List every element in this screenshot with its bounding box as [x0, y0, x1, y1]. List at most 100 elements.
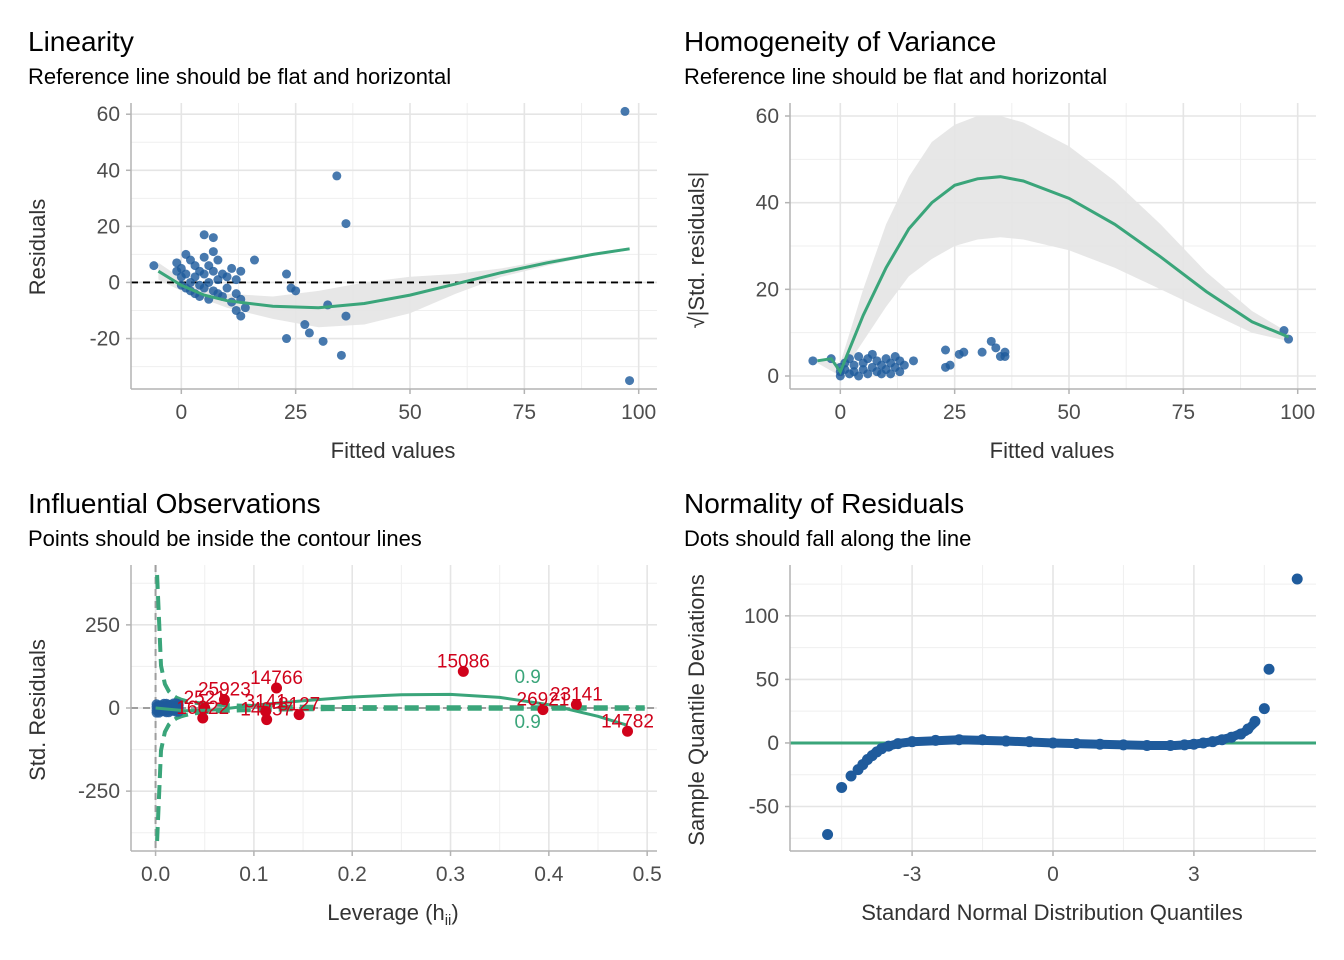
linearity-point — [625, 376, 635, 386]
normality-point — [883, 740, 895, 752]
influential-title: Influential Observations — [28, 488, 321, 519]
linearity-x-tick-label: 75 — [513, 401, 536, 424]
homogeneity-x-tick-label: 50 — [1057, 401, 1080, 424]
linearity-point — [249, 255, 259, 265]
influential-x-tick-label: 0.3 — [436, 863, 465, 886]
linearity-point — [231, 275, 241, 285]
influential-point — [173, 700, 184, 711]
normality-point — [892, 738, 904, 750]
normality-point — [1024, 736, 1036, 748]
linearity-point — [208, 247, 218, 257]
homogeneity-point — [986, 336, 996, 346]
homogeneity-point — [895, 367, 905, 377]
influential-outlier-label: 23141 — [550, 685, 603, 706]
normality-point — [1047, 737, 1059, 749]
homogeneity-y-tick-label: 0 — [767, 365, 779, 388]
normality-point — [1225, 731, 1237, 743]
influential-outlier-point — [218, 694, 230, 706]
homogeneity-point — [977, 347, 987, 357]
homogeneity-smooth-line — [817, 175, 1290, 375]
influential-x-tick-label: 0.5 — [633, 863, 662, 886]
homogeneity-y-tick-label: 40 — [756, 192, 779, 215]
influential-x-tick-label: 0.4 — [534, 863, 564, 886]
linearity-point — [341, 219, 351, 229]
linearity-point — [199, 252, 209, 262]
linearity-point — [620, 106, 630, 116]
homogeneity-x-tick-label: 75 — [1172, 401, 1195, 424]
influential-contour-label: 0.9 — [514, 712, 540, 733]
homogeneity-y-tick-label: 60 — [756, 105, 779, 128]
linearity-point — [204, 277, 214, 287]
linearity-smooth-line — [157, 247, 630, 310]
linearity-subtitle: Reference line should be flat and horizo… — [28, 64, 451, 89]
influential-outlier-label: 25923 — [198, 680, 251, 701]
linearity-point — [208, 266, 218, 276]
linearity-panel: Linearity Reference line should be flat … — [25, 26, 657, 463]
influential-outlier-point — [622, 725, 634, 737]
homogeneity-point — [941, 345, 951, 355]
influential-x-tick-label: 0.2 — [338, 863, 367, 886]
normality-point — [1164, 739, 1176, 751]
homogeneity-point — [867, 349, 877, 359]
normality-xlabel: Standard Normal Distribution Quantiles — [861, 900, 1243, 925]
normality-y-tick-label: 100 — [744, 605, 779, 628]
normality-point — [1263, 663, 1275, 675]
homogeneity-point — [849, 360, 859, 370]
influential-outlier-label: 26921 — [517, 690, 570, 711]
influential-outlier-point — [570, 699, 582, 711]
normality-point — [1141, 739, 1153, 751]
normality-point — [1000, 735, 1012, 747]
normality-y-tick-label: 0 — [767, 732, 779, 755]
normality-point — [1179, 739, 1190, 751]
normality-x-tick-label: 3 — [1188, 863, 1200, 886]
influential-outlier-point — [537, 704, 549, 716]
homogeneity-point — [991, 343, 1001, 353]
linearity-point — [208, 233, 218, 243]
homogeneity-point — [886, 369, 896, 379]
normality-point — [845, 770, 857, 782]
normality-point — [1216, 734, 1228, 746]
homogeneity-title: Homogeneity of Variance — [684, 26, 996, 57]
normality-x-tick-label: 0 — [1047, 863, 1059, 886]
linearity-y-tick-label: 40 — [97, 159, 120, 182]
influential-outlier-point — [260, 705, 272, 717]
linearity-point — [341, 311, 351, 321]
linearity-y-tick-label: 20 — [97, 215, 120, 238]
normality-x-tick-label: -3 — [903, 863, 922, 886]
homogeneity-subtitle: Reference line should be flat and horizo… — [684, 64, 1107, 89]
influential-subtitle: Points should be inside the contour line… — [28, 526, 422, 551]
influential-outlier-label: 14782 — [601, 711, 654, 732]
influential-outlier-label: 3141 — [245, 691, 287, 712]
influential-outlier-point — [197, 712, 209, 724]
linearity-point — [199, 269, 209, 279]
influential-outlier-label: 14857 — [240, 700, 293, 721]
linearity-point — [336, 350, 346, 360]
influential-smooth-line — [155, 692, 628, 727]
homogeneity-y-tick-label: 20 — [756, 278, 779, 301]
influential-outlier-label: 8127 — [278, 695, 320, 716]
linearity-point — [282, 269, 292, 279]
normality-point — [1207, 736, 1219, 748]
linearity-point — [282, 334, 292, 344]
influential-outlier-point — [457, 665, 469, 677]
linearity-point — [213, 255, 223, 265]
normality-point — [1242, 723, 1254, 735]
linearity-x-tick-label: 0 — [175, 401, 187, 424]
influential-outlier-label: 14766 — [250, 668, 303, 689]
homogeneity-x-tick-label: 25 — [943, 401, 966, 424]
homogeneity-point — [835, 371, 845, 381]
linearity-point — [332, 171, 342, 181]
linearity-title: Linearity — [28, 26, 134, 57]
linearity-y-tick-label: 0 — [108, 271, 120, 294]
linearity-point — [149, 261, 159, 271]
homogeneity-point — [1000, 352, 1010, 361]
linearity-y-tick-label: -20 — [90, 328, 120, 351]
homogeneity-ylabel: √|Std. residuals| — [684, 172, 709, 329]
influential-y-tick-label: 0 — [108, 697, 120, 720]
normality-y-tick-label: -50 — [749, 796, 779, 819]
homogeneity-point — [854, 352, 864, 361]
homogeneity-confidence-band — [817, 116, 1289, 376]
homogeneity-point — [899, 360, 909, 370]
linearity-xlabel: Fitted values — [331, 438, 456, 463]
